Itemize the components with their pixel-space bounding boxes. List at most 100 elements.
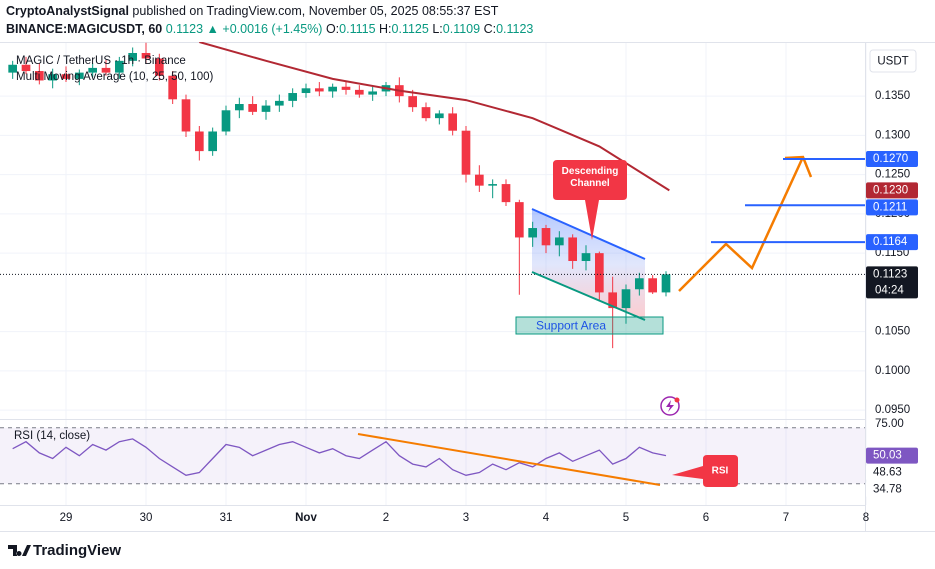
candle-body: [328, 86, 337, 92]
x-tick-label: 31: [220, 512, 233, 524]
candle-body: [555, 237, 564, 246]
ohlc-label: L:: [432, 22, 442, 36]
symbol: BINANCE:MAGICUSDT, 60: [6, 22, 162, 36]
x-tick-label: 3: [463, 512, 469, 524]
candle-body: [288, 93, 297, 101]
rsi-tick-label: 75.00: [875, 418, 904, 430]
support-area: [515, 316, 664, 335]
logo-mark: [8, 545, 31, 557]
rsi-trendline: [357, 433, 661, 486]
candle-body: [75, 72, 84, 79]
candle-body: [488, 184, 497, 186]
support-label: Support Area: [536, 319, 606, 333]
candle-body: [541, 228, 551, 246]
candle-body: [421, 107, 431, 119]
candle-body: [408, 96, 417, 108]
countdown: 04:24: [875, 284, 904, 296]
candle-body: [8, 64, 17, 73]
price-tag: [866, 266, 918, 299]
y-tick-label: 0.0950: [875, 404, 910, 416]
rsi-callout-text: RSI: [712, 466, 729, 477]
footer-border: [0, 531, 935, 532]
published: published on TradingView.com, November 0…: [132, 4, 498, 18]
pane-separator: [0, 419, 865, 420]
candle-body: [181, 99, 191, 132]
candle-body: [261, 105, 271, 112]
candle-body: [275, 100, 284, 106]
channel-bottom: [531, 271, 646, 321]
price-tag-label: 0.1270: [873, 153, 908, 165]
candle-body: [608, 292, 617, 309]
time-axis-border: [0, 505, 865, 506]
candle-body: [195, 131, 204, 152]
candle-body: [368, 91, 377, 95]
candle-body: [528, 228, 537, 238]
x-tick-label: 7: [783, 512, 789, 524]
brand-logo: [8, 545, 31, 557]
ohlc-label: C:: [484, 22, 497, 36]
rsi-legend: RSI (14, close): [14, 430, 90, 442]
moving-average: [199, 42, 670, 192]
candle-body: [355, 89, 364, 95]
ohlc-value: 0.1123: [496, 22, 533, 36]
x-tick-label: 2: [383, 512, 389, 524]
channel-top: [531, 208, 646, 260]
channel-callout: [553, 160, 627, 240]
projection-arrowhead: [784, 155, 813, 178]
x-tick-label: 5: [623, 512, 629, 524]
candle-body: [301, 88, 311, 94]
candle-body: [168, 75, 177, 100]
projection-path: [678, 156, 805, 292]
candle-body: [235, 104, 244, 111]
ohlc-label: H:: [379, 22, 392, 36]
main-legend: MAGIC / TetherUS · 1h · Binance: [16, 55, 186, 67]
candle-body: [515, 202, 524, 238]
change: ▲ +0.0016 (+1.45%): [207, 22, 323, 36]
main-pane: [0, 42, 865, 349]
price-tag-label: 0.1164: [873, 236, 908, 248]
candle-body: [595, 253, 604, 293]
rsi-callout: [672, 455, 738, 487]
price-tag: [866, 182, 918, 199]
rsi-tag-label: 34.78: [873, 484, 902, 496]
price-tag: [866, 199, 918, 216]
price-tag: [866, 150, 918, 167]
candle-body: [448, 113, 457, 131]
candle-body: [435, 113, 444, 119]
candle-body: [101, 67, 111, 73]
price-tag: [866, 234, 918, 251]
rsi-tag-label: 50.03: [873, 450, 902, 462]
x-tick-label: 30: [140, 512, 153, 524]
candle-body: [208, 131, 217, 152]
candle-body: [21, 64, 31, 72]
y-tick-label: 0.1350: [875, 90, 910, 102]
x-tick-label: 4: [543, 512, 550, 524]
price-tag-label: 0.1123: [873, 268, 907, 280]
price-tag-label: 0.1211: [873, 201, 907, 213]
ohlc-value: 0.1109: [443, 22, 480, 36]
rsi-tag: [866, 481, 918, 498]
header-line: CryptoAnalystSignal published on Trading…: [6, 4, 499, 18]
candle-body: [141, 52, 151, 59]
y-tick-label: 0.1050: [875, 326, 910, 338]
x-tick-label: Nov: [295, 512, 317, 524]
x-tick-label: 6: [703, 512, 709, 524]
callout-text-box: Descending Channel: [562, 166, 619, 189]
candle-body: [88, 67, 97, 73]
candle-body: [635, 278, 644, 290]
rsi-tag: [866, 447, 918, 464]
candle-body: [128, 52, 137, 61]
candle-body: [248, 104, 257, 112]
event-bolt: [666, 400, 674, 412]
candle-body: [501, 184, 511, 203]
author: CryptoAnalystSignal: [6, 4, 129, 18]
candle-body: [221, 110, 231, 132]
top-border: [0, 42, 935, 43]
drawings: Support Area Descending Channel: [515, 155, 813, 416]
rsi-tag: [866, 464, 918, 481]
candle-body: [35, 71, 44, 81]
axes: 0.13500.13000.12500.12000.11500.10500.10…: [60, 90, 918, 524]
currency-box[interactable]: [869, 49, 917, 73]
candle-body: [581, 253, 591, 262]
